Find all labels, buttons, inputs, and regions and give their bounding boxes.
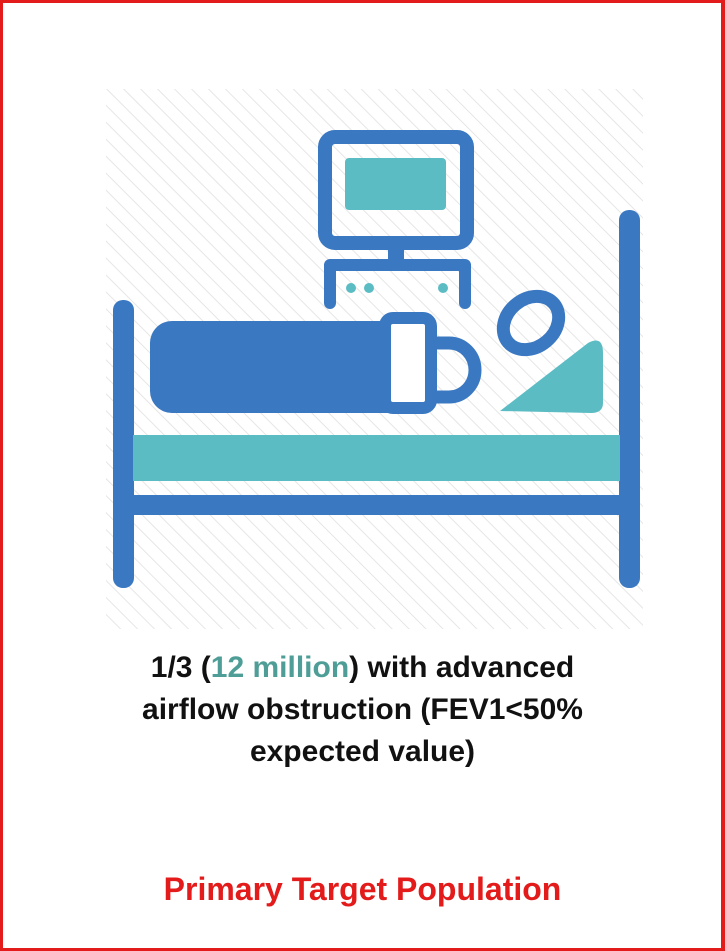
caption-highlight: 12 million bbox=[211, 651, 349, 685]
cuff bbox=[385, 318, 431, 408]
mattress bbox=[133, 435, 620, 481]
dot bbox=[364, 283, 374, 293]
caption-text: airflow obstruction (FEV1<50% bbox=[142, 693, 583, 727]
footer: Primary Target Population bbox=[3, 871, 722, 908]
bed-icon bbox=[3, 3, 722, 643]
body bbox=[150, 321, 415, 413]
bed-rail bbox=[133, 495, 620, 515]
dot bbox=[346, 283, 356, 293]
caption-line: expected value) bbox=[3, 735, 722, 769]
caption-line: 1/3 (12 million) with advanced bbox=[3, 651, 722, 685]
footer-text: Primary Target Population bbox=[164, 871, 562, 908]
panel: 1/3 (12 million) with advanced airflow o… bbox=[0, 0, 725, 951]
caption-text: 1/3 ( bbox=[151, 651, 211, 685]
caption-text: ) with advanced bbox=[349, 651, 574, 685]
screen bbox=[345, 158, 446, 210]
bed-post-right bbox=[619, 210, 640, 588]
dot bbox=[438, 283, 448, 293]
caption-text: expected value) bbox=[250, 735, 475, 769]
bed-post-left bbox=[113, 300, 134, 588]
caption-line: airflow obstruction (FEV1<50% bbox=[3, 693, 722, 727]
